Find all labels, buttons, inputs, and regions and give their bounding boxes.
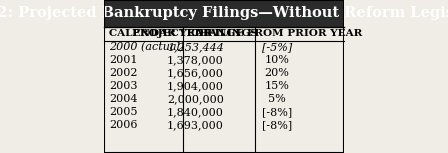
Text: 1,253,444: 1,253,444 — [167, 42, 224, 52]
Text: 1,840,000: 1,840,000 — [167, 107, 224, 117]
Text: Chart 2: Projected Bankruptcy Filings—Without Reform Legislation: Chart 2: Projected Bankruptcy Filings—Wi… — [0, 6, 448, 20]
Text: 2004: 2004 — [109, 94, 138, 104]
Text: 1,378,000: 1,378,000 — [167, 55, 224, 65]
Text: 1,693,000: 1,693,000 — [167, 120, 224, 130]
Text: CALENDAR YEAR: CALENDAR YEAR — [109, 29, 212, 38]
Text: 2001: 2001 — [109, 55, 138, 65]
Text: 2000 (actual): 2000 (actual) — [109, 42, 185, 52]
FancyBboxPatch shape — [104, 0, 344, 27]
Text: 5%: 5% — [268, 94, 285, 104]
Text: 2006: 2006 — [109, 120, 138, 130]
Text: 2,000,000: 2,000,000 — [167, 94, 224, 104]
Text: 1,904,000: 1,904,000 — [167, 81, 224, 91]
Text: [-5%]: [-5%] — [262, 42, 292, 52]
Text: [-8%]: [-8%] — [262, 107, 292, 117]
Text: 2002: 2002 — [109, 68, 138, 78]
Text: 1,656,000: 1,656,000 — [167, 68, 224, 78]
Text: 20%: 20% — [264, 68, 289, 78]
Text: 15%: 15% — [264, 81, 289, 91]
Text: [-8%]: [-8%] — [262, 120, 292, 130]
Text: 2005: 2005 — [109, 107, 138, 117]
Text: 2003: 2003 — [109, 81, 138, 91]
Text: CHANGE FROM PRIOR YEAR: CHANGE FROM PRIOR YEAR — [191, 29, 362, 38]
Text: PROJECTED FILINGS: PROJECTED FILINGS — [132, 29, 258, 38]
Text: 10%: 10% — [264, 55, 289, 65]
